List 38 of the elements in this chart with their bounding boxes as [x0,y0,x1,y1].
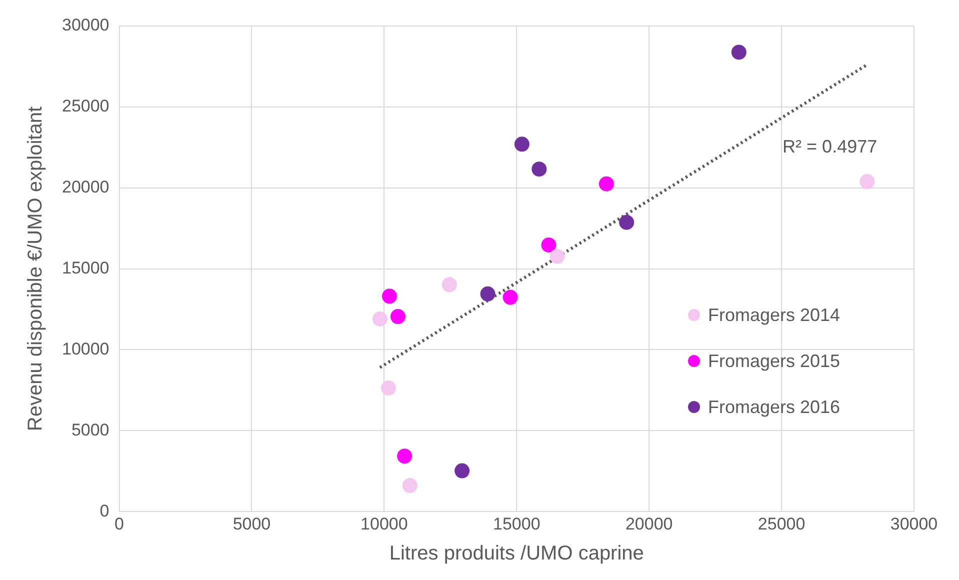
point [454,463,470,478]
point [731,44,746,60]
point [550,248,565,264]
point [598,176,614,192]
x-tick-label: 5000 [232,514,271,534]
x-tick-label: 10000 [360,514,408,534]
point [402,478,418,494]
point [480,286,496,302]
x-tick-label: 30000 [890,514,938,534]
y-tick-label: 5000 [71,420,110,440]
point [442,277,457,292]
x-tick-label: 15000 [492,514,540,534]
legend-label: Fromagers 2014 [708,304,840,326]
x-tick-label: 25000 [758,514,806,534]
point [502,290,518,305]
point [372,311,388,326]
x-tick-label: 20000 [625,514,673,534]
point [397,448,412,464]
y-tick-label: 10000 [62,339,110,358]
annotation: R² = 0.4977 [782,136,878,157]
y-tick-label: 30000 [62,16,110,35]
y-tick-label: 15000 [62,258,110,278]
point [390,309,406,324]
point [380,380,396,396]
x-axis-title: Litres produits /UMO caprine [389,542,644,565]
x-tick-label: 0 [114,514,124,534]
y-tick-label: 0 [100,501,110,520]
y-tick-label: 20000 [62,178,110,197]
point [532,162,547,177]
point [860,174,875,190]
legend-label: Fromagers 2016 [708,396,840,418]
point [514,136,530,152]
point [541,238,556,253]
point [382,288,397,304]
y-tick-label: 25000 [62,96,110,116]
y-axis-title: Revenu disponible €/UMO exploitant [24,106,47,432]
legend-label: Fromagers 2015 [708,350,840,372]
point [619,214,634,230]
